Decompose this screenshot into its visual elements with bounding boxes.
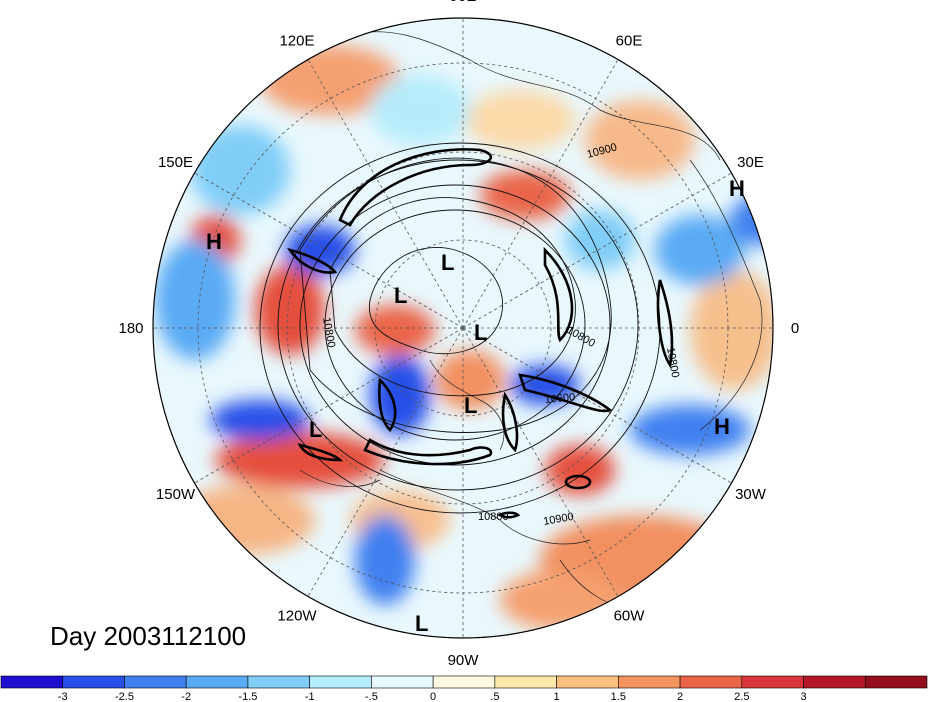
colorbar-tick-label: 2 (677, 691, 683, 702)
colorbar-swatch (62, 675, 125, 689)
longitude-label: 30W (735, 486, 767, 503)
colorbar-swatch (247, 675, 310, 689)
contour-label: 10800 (664, 346, 681, 378)
colorbar: -3 -2.5 -2 -1.5 -1 -.5 0 .5 1 1.5 2 2.5 3 (0, 675, 928, 702)
colorbar-tick-label: -2.5 (115, 691, 134, 702)
pressure-centers: H H H L L L L L L (206, 176, 745, 636)
low-center: L (394, 283, 407, 308)
colorbar-swatch (556, 675, 619, 689)
colorbar-tick-label: -1 (305, 691, 315, 702)
coastlines (299, 31, 763, 611)
low-center: L (474, 320, 487, 345)
longitude-label: 120E (279, 33, 314, 50)
contour-label: 10900 (542, 511, 574, 528)
longitude-label: 150E (158, 154, 193, 171)
longitude-label: 120W (277, 608, 317, 625)
colorbar-tick-label: 1.5 (611, 691, 626, 702)
longitude-label: 30E (737, 154, 764, 171)
meridian-line (307, 327, 464, 597)
high-center: H (714, 414, 730, 439)
colorbar-swatch (864, 675, 928, 689)
high-center: H (729, 176, 745, 201)
contour-label: 10800 (478, 511, 509, 523)
map-boundary (152, 17, 774, 639)
longitude-label: 180 (118, 320, 143, 337)
colorbar-swatch (124, 675, 187, 689)
longitude-label: 90E (450, 0, 477, 5)
colorbar-swatch (0, 675, 64, 689)
contour-label: 10800 (320, 316, 337, 348)
meridian-line (194, 172, 464, 329)
colorbar-swatch (309, 675, 372, 689)
longitude-label: 0 (791, 320, 799, 337)
colorbar-swatch (494, 675, 557, 689)
colorbar-tick-label: -3 (58, 691, 68, 702)
longitude-label: 60E (616, 33, 643, 50)
meridian-lines (153, 18, 773, 638)
colorbar-tick-label: 1 (554, 691, 560, 702)
longitude-label: 60W (614, 608, 646, 625)
colorbar-swatch (618, 675, 681, 689)
plot-title: Day 2003112100 (50, 621, 246, 651)
colorbar-tick-label: 0 (430, 691, 436, 702)
high-center: H (206, 229, 222, 254)
colorbar-tick-label: -2 (181, 691, 191, 702)
meridian-line (194, 327, 464, 484)
low-center: L (441, 250, 454, 275)
longitude-label: 150W (156, 486, 196, 503)
colorbar-tick-label: .5 (490, 691, 499, 702)
meridian-line (462, 327, 619, 597)
colorbar-tick-label: -.5 (365, 691, 378, 702)
meridian-line (462, 327, 732, 484)
colorbar-swatch (679, 675, 743, 689)
colorbar-tick-label: -1.5 (238, 691, 257, 702)
colorbar-swatch (803, 675, 866, 689)
low-center: L (309, 417, 322, 442)
contour-label: 10600 (544, 391, 576, 406)
longitude-label: 90W (448, 652, 480, 669)
jet-contours (287, 148, 674, 519)
colorbar-swatch (741, 675, 804, 689)
low-center: L (464, 393, 477, 418)
low-center: L (415, 611, 428, 636)
colorbar-swatch (185, 675, 249, 689)
colorbar-swatch (432, 675, 496, 689)
colorbar-tick-label: 2.5 (734, 691, 749, 702)
meridian-line (462, 172, 732, 329)
colorbar-swatch (371, 675, 434, 689)
anomaly-field (153, 18, 773, 638)
meridian-line (307, 59, 464, 329)
colorbar-tick-label: 3 (800, 691, 806, 702)
longitude-labels: 90E 60E 30E 0 30W 60W 90W 120W 150W 180 150E 120E (118, 0, 799, 669)
